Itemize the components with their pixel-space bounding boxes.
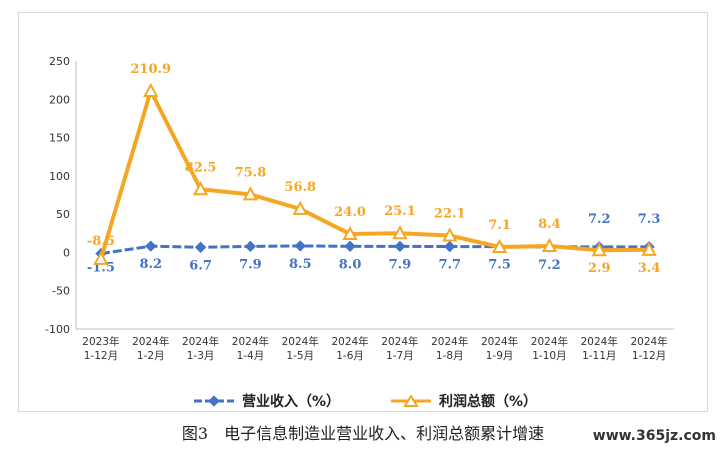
x-tick-label: 2024年 (630, 335, 667, 348)
revenue-marker (244, 240, 257, 253)
profit-data-label: 8.4 (538, 217, 561, 232)
revenue-data-label: 7.7 (438, 258, 461, 273)
profit-marker (392, 225, 408, 240)
revenue-data-label: 7.9 (389, 257, 412, 272)
legend-revenue-label: 营业收入（%） (242, 394, 341, 410)
revenue-data-label: 7.2 (588, 212, 611, 227)
x-tick-label: 2024年 (381, 335, 418, 348)
x-tick-label: 1-5月 (286, 350, 314, 362)
profit-marker (242, 186, 259, 201)
revenue-data-label: 7.3 (638, 212, 661, 227)
revenue-data-label: 8.0 (339, 257, 362, 272)
profit-marker (491, 238, 508, 253)
profit-marker (93, 250, 109, 265)
x-tick-label: 2024年 (132, 335, 169, 348)
y-tick-label: -50 (52, 285, 70, 298)
x-tick-label: 1-3月 (187, 350, 215, 362)
y-tick-label: 200 (49, 93, 70, 106)
profit-data-label: -8.5 (87, 234, 115, 249)
revenue-marker (344, 240, 356, 252)
legend-profit-swatch (391, 394, 431, 407)
y-tick-label: 150 (49, 132, 70, 145)
x-tick-label: 2024年 (431, 335, 468, 348)
profit-data-label: 3.4 (638, 261, 661, 276)
revenue-marker (194, 241, 207, 253)
x-tick-label: 1-2月 (137, 350, 165, 362)
profit-line (98, 88, 650, 260)
profit-data-label: 75.8 (235, 165, 267, 180)
profit-marker (641, 241, 657, 256)
x-tick-label: 1-8月 (436, 350, 464, 362)
y-tick-label: 0 (63, 246, 70, 259)
profit-marker (192, 181, 209, 196)
x-tick-label: 2024年 (182, 335, 219, 348)
revenue-data-label: 7.5 (488, 258, 511, 273)
revenue-marker (394, 240, 406, 253)
y-tick-label: 50 (56, 208, 70, 221)
x-tick-label: 1-9月 (486, 350, 514, 362)
figure-caption: 图3 电子信息制造业营业收入、利润总额累计增速 (181, 424, 545, 443)
profit-marker (591, 242, 607, 257)
revenue-data-label: 7.2 (538, 258, 561, 273)
x-tick-label: 2024年 (282, 335, 319, 348)
profit-marker (292, 200, 308, 215)
revenue-marker (145, 240, 157, 252)
profit-data-label: 22.1 (434, 207, 466, 222)
revenue-data-label: 8.2 (139, 257, 162, 272)
x-tick-label: 1-12月 (632, 350, 666, 362)
x-tick-label: 1-7月 (386, 350, 414, 362)
revenue-data-label: 8.5 (289, 257, 312, 272)
x-tick-label: 2024年 (331, 335, 368, 348)
profit-data-label: 7.1 (488, 218, 511, 233)
x-tick-label: 1-11月 (582, 350, 616, 362)
x-tick-label: 2024年 (581, 335, 618, 348)
x-tick-label: 2024年 (481, 335, 518, 348)
y-tick-label: 100 (49, 170, 70, 183)
legend-profit-label: 利润总额（%） (439, 394, 538, 410)
x-tick-label: 2024年 (531, 335, 568, 348)
profit-marker (541, 237, 558, 252)
line-chart: -100 -50 0 50 100 150 200 250 2023年 1-12月 2024年 1-2… (45, 55, 674, 362)
legend-revenue: 营业收入（%） (194, 391, 340, 411)
profit-marker (143, 82, 159, 97)
y-tick-label: 250 (49, 55, 70, 68)
chart-frame: -100 -50 0 50 100 150 200 250 2023年 1-12月 2024年 1-2… (18, 12, 708, 412)
x-tick-label: 2023年 (82, 335, 119, 348)
y-tick-label: -100 (45, 323, 70, 336)
profit-marker (442, 227, 458, 242)
profit-data-label: 25.1 (384, 204, 416, 219)
profit-data-label: 2.9 (588, 261, 611, 276)
profit-data-label: 210.9 (130, 62, 171, 77)
profit-marker (342, 225, 358, 241)
revenue-marker (294, 240, 306, 252)
revenue-data-label: 7.9 (239, 257, 262, 272)
watermark: www.365jz.com (592, 428, 716, 444)
legend-revenue-swatch (194, 395, 234, 407)
revenue-marker (444, 240, 456, 253)
revenue-data-label: 6.7 (189, 258, 212, 273)
legend-profit: 利润总额（%） (391, 391, 537, 411)
x-tick-label: 1-4月 (237, 350, 265, 362)
x-tick-label: 1-10月 (532, 350, 566, 362)
x-tick-label: 1-6月 (336, 350, 364, 362)
profit-data-label: 24.0 (334, 205, 366, 220)
profit-data-label: 82.5 (185, 160, 217, 175)
x-tick-label: 2024年 (232, 335, 269, 348)
profit-data-label: 56.8 (284, 180, 316, 195)
x-tick-label: 1-12月 (84, 350, 118, 362)
